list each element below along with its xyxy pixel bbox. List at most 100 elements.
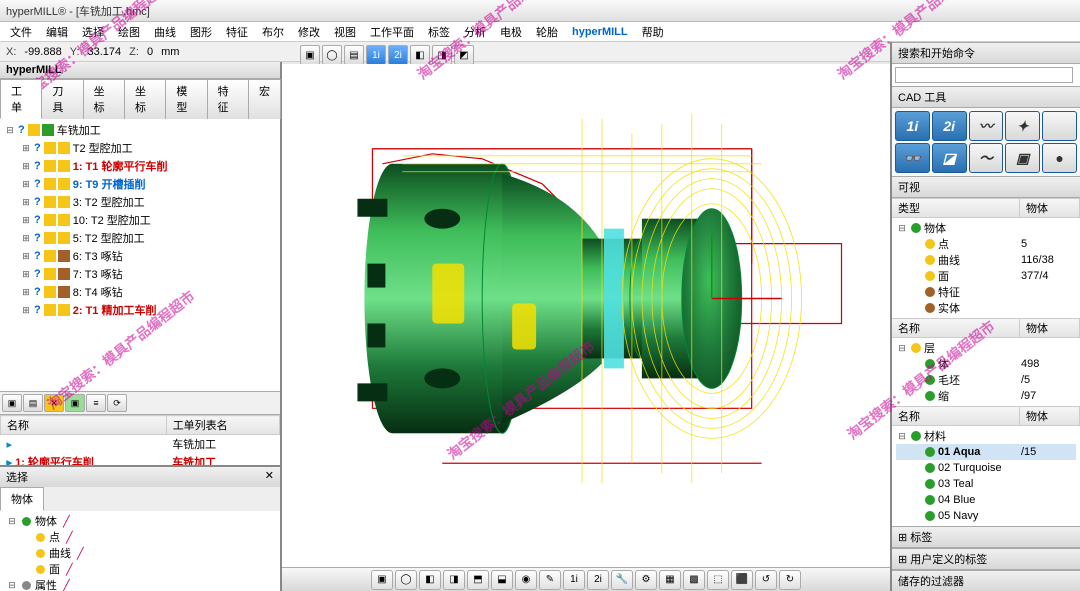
sel-row-4[interactable]: ⊟属性╱ [6,577,274,591]
btm-btn-10[interactable]: 🔧 [611,570,633,590]
tree-btn3-icon[interactable]: ✕ [44,394,64,412]
job-row-3[interactable]: ⊞?9: T9 开槽插削 [4,175,276,193]
btm-btn-8[interactable]: 1i [563,570,585,590]
job-row-6[interactable]: ⊞?5: T2 型腔加工 [4,229,276,247]
btm-btn-12[interactable]: ▦ [659,570,681,590]
lp-tab-3[interactable]: 坐标 [124,79,166,119]
g2h1[interactable]: 名称 [892,319,1020,337]
type-tree[interactable]: ⊟物体点5曲线116/38面377/4特征实体 [892,218,1080,318]
sel-row-0[interactable]: ⊟物体╱ [6,513,274,529]
cad-sphere-icon[interactable]: ● [1042,143,1077,173]
lp-tab-0[interactable]: 工单 [0,79,42,119]
jobtbl-h1[interactable]: 名称 [1,416,167,435]
sel-row-2[interactable]: 曲线╱ [6,545,274,561]
rg3-row-2[interactable]: 02 Turquoise [896,460,1076,476]
menu-6[interactable]: 特征 [220,24,254,40]
btm-btn-5[interactable]: ⬓ [491,570,513,590]
menu-16[interactable]: 帮助 [636,24,670,40]
tree-btn4-icon[interactable]: ▣ [65,394,85,412]
tool-sphere-icon[interactable]: ◯ [322,45,342,65]
tool-misc1-icon[interactable]: ◧ [410,45,430,65]
menu-11[interactable]: 标签 [422,24,456,40]
filters-title[interactable]: 储存的过滤器 [892,570,1080,591]
job-tree[interactable]: ⊟?车铣加工⊞?T2 型腔加工⊞?1: T1 轮廓平行车削⊞?9: T9 开槽插… [0,119,280,392]
job-row-0[interactable]: ⊟?车铣加工 [4,121,276,139]
sel-close-icon[interactable]: ✕ [265,469,274,485]
menu-10[interactable]: 工作平面 [364,24,420,40]
rg3-row-5[interactable]: 05 Navy [896,508,1076,524]
tool-misc3-icon[interactable]: ◩ [454,45,474,65]
job-row-8[interactable]: ⊞?7: T3 啄钻 [4,265,276,283]
lp-tab-6[interactable]: 宏 [248,79,281,119]
userlabels-title[interactable]: ⊞ 用户定义的标签 [892,548,1080,570]
job-row-7[interactable]: ⊞?6: T3 啄钻 [4,247,276,265]
tree-btn5-icon[interactable]: ≡ [86,394,106,412]
g3h1[interactable]: 名称 [892,407,1020,425]
menu-3[interactable]: 绘图 [112,24,146,40]
rg2-row-1[interactable]: 体498 [896,356,1076,372]
menu-8[interactable]: 修改 [292,24,326,40]
btm-btn-9[interactable]: 2i [587,570,609,590]
jobtbl-row-0[interactable]: ▸ 车铣加工 [1,435,280,454]
job-row-2[interactable]: ⊞?1: T1 轮廓平行车削 [4,157,276,175]
tool-info2-icon[interactable]: 2i [388,45,408,65]
material-tree[interactable]: ⊟材料01 Aqua/1502 Turquoise03 Teal04 Blue0… [892,426,1080,526]
job-row-9[interactable]: ⊞?8: T4 啄钻 [4,283,276,301]
btm-btn-7[interactable]: ✎ [539,570,561,590]
rg2-row-2[interactable]: 毛坯/5 [896,372,1076,388]
btm-btn-1[interactable]: ◯ [395,570,417,590]
rg1-row-3[interactable]: 面377/4 [896,268,1076,284]
lp-tab-2[interactable]: 坐标 [83,79,125,119]
sel-tab-object[interactable]: 物体 [0,487,44,511]
cad-star-icon[interactable]: ✦ [1005,111,1040,141]
job-row-1[interactable]: ⊞?T2 型腔加工 [4,139,276,157]
cad-1i-icon[interactable]: 1i [895,111,930,141]
tool-info1-icon[interactable]: 1i [366,45,386,65]
g1h1[interactable]: 类型 [892,199,1020,217]
rg1-row-2[interactable]: 曲线116/38 [896,252,1076,268]
menu-4[interactable]: 曲线 [148,24,182,40]
btm-btn-4[interactable]: ⬒ [467,570,489,590]
lp-tab-4[interactable]: 模型 [165,79,207,119]
cad-wave-icon[interactable]: 〜 [969,143,1004,173]
job-row-10[interactable]: ⊞?2: T1 精加工车削 [4,301,276,319]
menu-2[interactable]: 选择 [76,24,110,40]
labels-title[interactable]: ⊞ 标签 [892,526,1080,548]
g2h2[interactable]: 物体 [1020,319,1080,337]
tree-btn6-icon[interactable]: ⟳ [107,394,127,412]
tool-box-icon[interactable]: ▤ [344,45,364,65]
g3h2[interactable]: 物体 [1020,407,1080,425]
menu-15[interactable]: hyperMILL [566,26,634,38]
menu-0[interactable]: 文件 [4,24,38,40]
menu-1[interactable]: 编辑 [40,24,74,40]
btm-btn-0[interactable]: ▣ [371,570,393,590]
menu-12[interactable]: 分析 [458,24,492,40]
tree-btn2-icon[interactable]: ▤ [23,394,43,412]
lp-tab-1[interactable]: 刀具 [41,79,83,119]
cad-cube-icon[interactable]: ▣ [1005,143,1040,173]
cad-extrude-icon[interactable]: ◪ [932,143,967,173]
rg2-row-3[interactable]: 缩/97 [896,388,1076,404]
cad-2i-icon[interactable]: 2i [932,111,967,141]
menu-14[interactable]: 轮胎 [530,24,564,40]
layer-tree[interactable]: ⊟层体498毛坯/5缩/97 [892,338,1080,406]
job-row-5[interactable]: ⊞?10: T2 型腔加工 [4,211,276,229]
btm-btn-11[interactable]: ⚙ [635,570,657,590]
btm-btn-2[interactable]: ◧ [419,570,441,590]
rg3-row-1[interactable]: 01 Aqua/15 [896,444,1076,460]
cad-curve-icon[interactable]: 〰 [969,111,1004,141]
btm-btn-16[interactable]: ↺ [755,570,777,590]
rg3-row-4[interactable]: 04 Blue [896,492,1076,508]
sel-tree[interactable]: ⊟物体╱点╱曲线╱面╱⊟属性╱层╱材料╱ [0,511,280,591]
rg1-row-5[interactable]: 实体 [896,300,1076,316]
btm-btn-3[interactable]: ◨ [443,570,465,590]
menu-7[interactable]: 布尔 [256,24,290,40]
sel-row-1[interactable]: 点╱ [6,529,274,545]
jobtbl-h2[interactable]: 工单列表名 [166,416,279,435]
tree-btn1-icon[interactable]: ▣ [2,394,22,412]
search-input[interactable] [895,67,1073,83]
rg1-row-4[interactable]: 特征 [896,284,1076,300]
cad-blank-icon[interactable] [1042,111,1077,141]
btm-btn-14[interactable]: ⬚ [707,570,729,590]
cad-glasses-icon[interactable]: 👓 [895,143,930,173]
